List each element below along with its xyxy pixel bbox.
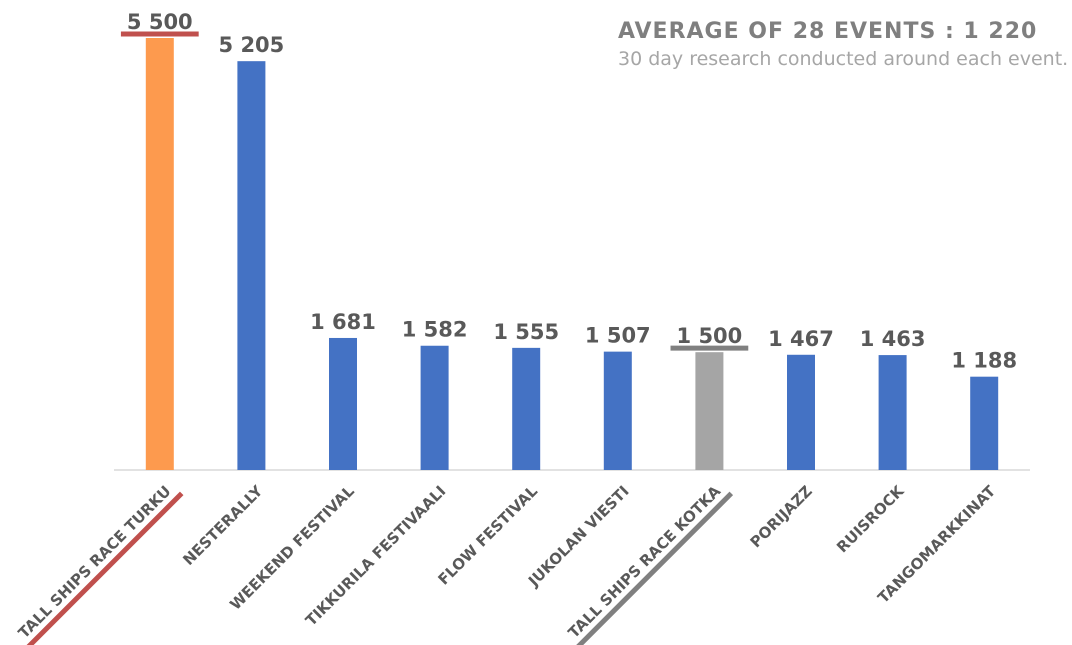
x-tick-label: NESTERALLY	[179, 481, 267, 569]
value-label: 1 507	[585, 324, 651, 348]
value-label: 1 681	[310, 310, 376, 334]
value-label: 5 205	[219, 33, 285, 57]
value-label: 1 500	[677, 324, 743, 348]
bar	[603, 351, 632, 470]
x-tick-group: JUKOLAN VIESTI	[524, 482, 633, 591]
chart-title: AVERAGE OF 28 EVENTS : 1 220	[618, 19, 1037, 44]
bar	[695, 352, 724, 470]
bar	[787, 354, 815, 470]
value-label: 1 463	[860, 327, 926, 351]
x-tick-group: NESTERALLY	[179, 481, 267, 569]
value-label: 1 555	[493, 320, 559, 344]
x-tick-label: RUISROCK	[833, 481, 908, 556]
bar	[970, 376, 999, 470]
x-tick-label: JUKOLAN VIESTI	[524, 482, 633, 591]
x-tick-group: PORIJAZZ	[747, 482, 816, 551]
x-tick-group: TALL SHIPS RACE TURKU	[15, 482, 184, 645]
bar	[512, 347, 541, 470]
category-underline	[574, 491, 734, 645]
x-tick-group: TALL SHIPS RACE KOTKA	[565, 482, 734, 645]
bar	[145, 38, 174, 470]
bar	[878, 355, 907, 470]
bar	[329, 337, 357, 470]
x-tick-label: TALL SHIPS RACE KOTKA	[565, 482, 725, 642]
category-underline	[24, 491, 184, 645]
bar	[420, 345, 449, 470]
value-label: 1 188	[951, 349, 1017, 373]
x-tick-label: FLOW FESTIVAL	[434, 482, 541, 589]
chart-subtitle: 30 day research conducted around each ev…	[618, 48, 1068, 70]
value-label: 1 582	[402, 318, 468, 342]
bar	[237, 61, 266, 471]
x-tick-label: TALL SHIPS RACE TURKU	[15, 482, 175, 642]
value-label: 1 467	[768, 327, 834, 351]
x-tick-group: RUISROCK	[833, 481, 908, 556]
value-label: 5 500	[127, 10, 193, 34]
x-tick-label: PORIJAZZ	[747, 482, 816, 551]
x-tick-group: FLOW FESTIVAL	[434, 482, 541, 589]
